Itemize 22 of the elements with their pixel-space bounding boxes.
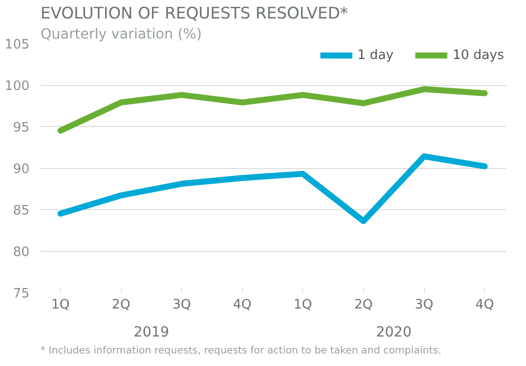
y-tick-label: 80 xyxy=(12,245,30,260)
x-tick-label: 4Q xyxy=(475,298,494,312)
chart-title: EVOLUTION OF REQUESTS RESOLVED* xyxy=(40,4,348,22)
text: * Includes information requests, requests for action to be taken and complaints. xyxy=(40,346,442,356)
x-tick-label: 3Q xyxy=(172,298,191,312)
legend-label: 1 day xyxy=(357,48,394,62)
y-tick-label: 95 xyxy=(12,120,30,136)
x-tick-label: 1Q xyxy=(294,298,312,312)
x-tick-label: 3Q xyxy=(414,298,434,312)
y-tick-label: 75 xyxy=(12,286,30,302)
x-tick-label: 2Q xyxy=(112,298,130,312)
chart-subtitle: Quarterly variation (%) xyxy=(40,26,202,42)
x-tick-label: 1Q xyxy=(51,298,70,312)
y-tick-label: 90 xyxy=(12,162,30,177)
x-tick-label: 2Q xyxy=(354,298,373,312)
y-tick-label: 100 xyxy=(4,79,30,94)
text: 2019 xyxy=(134,324,170,340)
text: 2020 xyxy=(376,324,412,340)
y-tick-label: 85 xyxy=(12,204,30,218)
legend-label: 10 days xyxy=(452,48,504,62)
y-tick-label: 105 xyxy=(4,38,30,52)
x-tick-label: 4Q xyxy=(233,298,252,312)
